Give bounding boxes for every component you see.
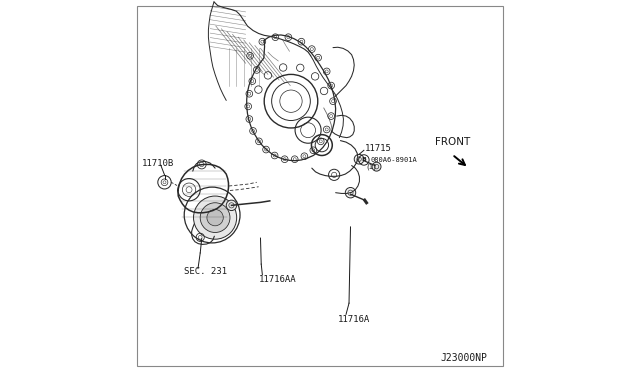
Circle shape [200,203,230,232]
Text: FRONT: FRONT [435,137,470,147]
Circle shape [372,162,381,171]
Text: J23000NP: J23000NP [441,353,488,363]
Circle shape [346,187,356,198]
Text: 11716AA: 11716AA [259,275,296,283]
Text: 080A6-8901A: 080A6-8901A [371,157,417,163]
Text: 11716A: 11716A [338,315,370,324]
Text: B: B [362,157,366,163]
Circle shape [158,176,172,189]
Circle shape [207,209,223,226]
Text: SEC. 231: SEC. 231 [184,267,227,276]
Text: 11715: 11715 [365,144,392,153]
Circle shape [193,196,237,239]
Circle shape [227,200,237,211]
Text: 11710B: 11710B [141,159,173,168]
Text: (1): (1) [366,163,376,170]
Circle shape [354,154,364,164]
